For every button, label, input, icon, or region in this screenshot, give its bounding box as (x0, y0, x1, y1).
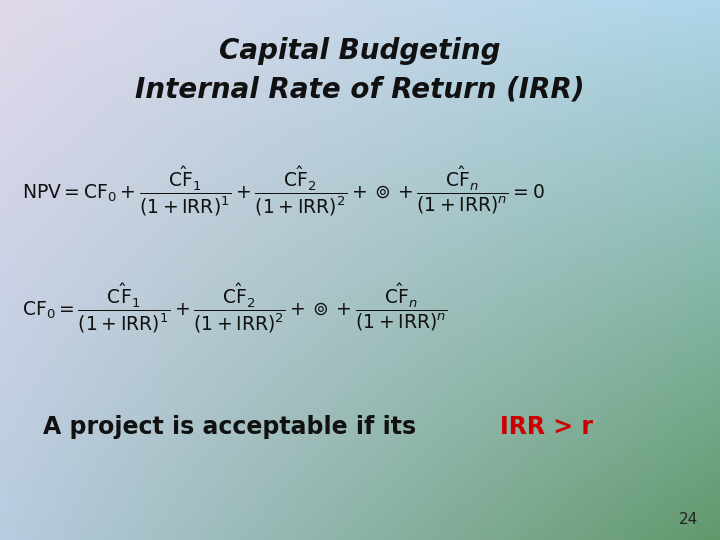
Text: IRR > r: IRR > r (500, 415, 593, 438)
Text: $\mathsf{NPV} = \mathsf{CF}_0 + \dfrac{\hat{\mathsf{CF}}_1}{(1+\mathsf{IRR})^1} : $\mathsf{NPV} = \mathsf{CF}_0 + \dfrac{\… (22, 165, 544, 219)
Text: Capital Budgeting: Capital Budgeting (220, 37, 500, 65)
Text: 24: 24 (679, 511, 698, 526)
Text: Internal Rate of Return (IRR): Internal Rate of Return (IRR) (135, 75, 585, 103)
Text: $\mathsf{CF}_0 = \dfrac{\hat{\mathsf{CF}}_1}{(1+\mathsf{IRR})^1} + \dfrac{\hat{\: $\mathsf{CF}_0 = \dfrac{\hat{\mathsf{CF}… (22, 281, 447, 335)
Text: A project is acceptable if its: A project is acceptable if its (43, 415, 425, 438)
